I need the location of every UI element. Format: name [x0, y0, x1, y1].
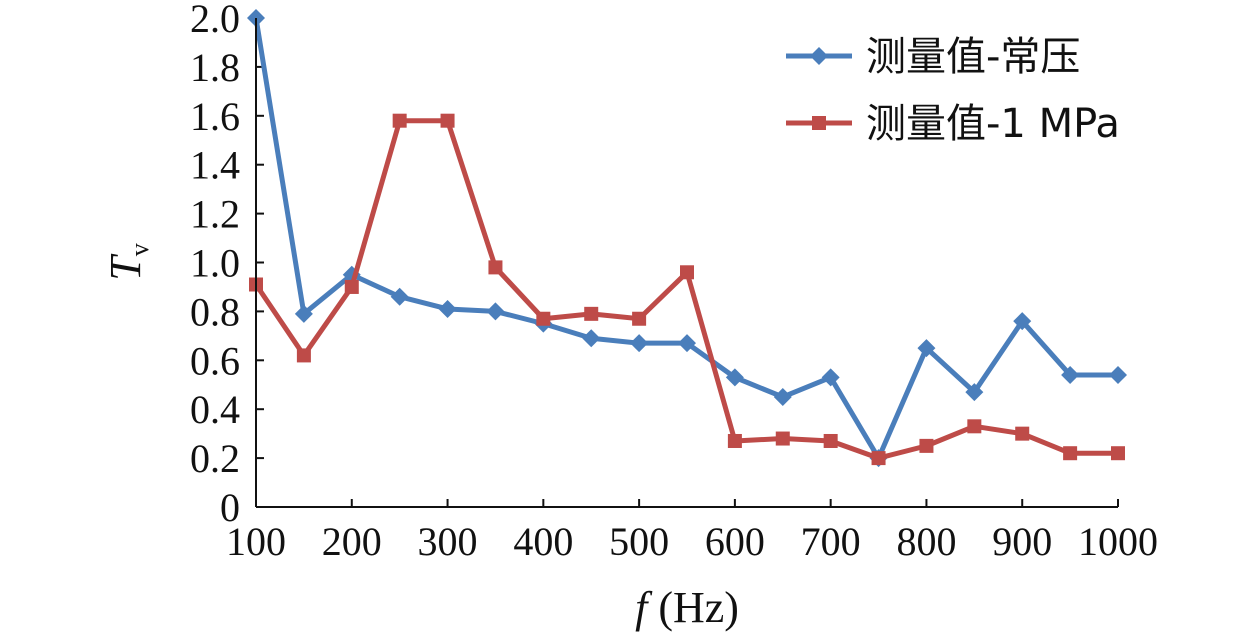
data-point — [1063, 446, 1078, 461]
y-tick-label: 0.6 — [190, 338, 240, 383]
legend-item: 测量值-1 MPa — [786, 101, 1120, 147]
data-point — [440, 113, 455, 128]
legend-item: 测量值-常压 — [786, 34, 1080, 80]
data-point — [725, 368, 744, 387]
y-tick-label: 2.0 — [190, 0, 240, 41]
data-point — [727, 433, 742, 448]
data-point — [632, 311, 647, 326]
x-tick-label: 900 — [992, 519, 1052, 564]
data-point — [967, 419, 982, 434]
y-tick-label: 0 — [220, 485, 240, 530]
data-point — [488, 260, 503, 275]
data-point — [678, 334, 696, 353]
data-point — [438, 299, 457, 318]
legend-marker — [812, 116, 826, 130]
data-point — [775, 431, 790, 446]
y-tick-label: 1.0 — [190, 241, 240, 286]
legend-label: 测量值-常压 — [866, 34, 1080, 80]
series-layer — [247, 9, 1127, 468]
x-tick-label: 200 — [322, 519, 382, 564]
series-2 — [249, 113, 1125, 466]
y-tick-label: 1.6 — [190, 94, 240, 139]
y-tick-label: 1.2 — [190, 192, 240, 237]
data-point — [392, 113, 407, 128]
y-axis-title-sub: v — [125, 243, 154, 256]
data-point — [344, 279, 359, 294]
y-tick-label: 1.8 — [190, 45, 240, 90]
data-point — [965, 383, 984, 402]
data-point — [917, 339, 936, 358]
y-tick-label: 0.4 — [190, 387, 240, 432]
x-axis-title: f (Hz) — [635, 583, 739, 632]
data-point — [1109, 365, 1127, 384]
data-point — [584, 306, 599, 321]
x-tick-label: 400 — [513, 519, 573, 564]
y-axis-title-main: T — [101, 253, 150, 281]
x-tick-label: 1000 — [1078, 519, 1158, 564]
data-point — [536, 311, 551, 326]
data-point — [294, 304, 313, 323]
y-tick-label: 0.2 — [190, 436, 240, 481]
legend-marker — [810, 47, 828, 65]
data-point — [1013, 312, 1032, 331]
data-point — [630, 334, 649, 353]
y-tick-label: 1.4 — [190, 143, 240, 188]
data-point — [1015, 426, 1030, 441]
data-point — [296, 348, 311, 363]
y-axis-ticks: 00.20.40.60.81.01.21.41.61.82.0 — [190, 0, 264, 530]
data-point — [919, 438, 934, 453]
x-tick-label: 600 — [705, 519, 765, 564]
data-point — [486, 302, 505, 321]
x-tick-label: 500 — [609, 519, 669, 564]
data-point — [582, 329, 601, 348]
data-point — [680, 265, 694, 280]
x-tick-label: 700 — [801, 519, 861, 564]
data-point — [823, 433, 838, 448]
legend-label: 测量值-1 MPa — [866, 101, 1120, 147]
x-tick-label: 300 — [418, 519, 478, 564]
y-tick-label: 0.8 — [190, 289, 240, 334]
x-tick-label: 800 — [896, 519, 956, 564]
data-point — [773, 387, 792, 406]
x-axis-ticks: 100 200 300 400 500 600 700 800 900 1000 — [226, 499, 1158, 564]
data-point — [390, 287, 409, 306]
data-point — [871, 451, 886, 466]
x-tick-label: 100 — [226, 519, 286, 564]
data-point — [1111, 446, 1125, 461]
data-point — [1061, 365, 1080, 384]
data-point — [821, 368, 840, 387]
y-axis-title: Tv — [101, 243, 154, 280]
series-line — [253, 17, 1118, 461]
x-axis-title-unit: (Hz) — [647, 583, 739, 632]
